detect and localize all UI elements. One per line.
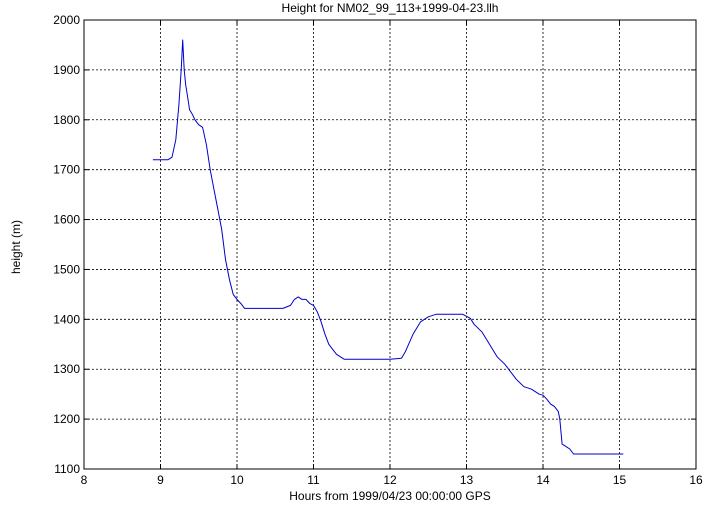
y-tick-label: 1400 [53, 312, 80, 326]
y-axis-label: height (m) [9, 220, 23, 274]
y-tick-label: 1500 [53, 262, 80, 276]
x-tick-label: 14 [536, 473, 550, 487]
x-tick-label: 15 [613, 473, 627, 487]
grid-lines [84, 20, 696, 469]
x-tick-label: 13 [460, 473, 474, 487]
y-tick-label: 2000 [53, 13, 80, 27]
y-tick-label: 1800 [53, 113, 80, 127]
y-tick-labels: 1100 1200 1300 1400 1500 1600 1700 1800 1900 2000 [53, 13, 80, 476]
x-tick-labels: 8 9 10 11 12 13 14 15 16 [81, 473, 703, 487]
x-tick-label: 16 [689, 473, 703, 487]
y-tick-label: 1200 [53, 412, 80, 426]
y-tick-label: 1700 [53, 163, 80, 177]
y-tick-label: 1600 [53, 213, 80, 227]
x-tick-label: 9 [157, 473, 164, 487]
x-tick-label: 8 [81, 473, 88, 487]
height-series-line [152, 39, 624, 455]
plot-frame [83, 19, 697, 470]
y-tick-label: 1900 [53, 63, 80, 77]
series-layer [152, 39, 624, 455]
y-tick-label: 1300 [53, 362, 80, 376]
chart-title: Height for NM02_99_113+1999-04-23.llh [282, 1, 499, 15]
x-tick-label: 12 [383, 473, 397, 487]
x-axis-label: Hours from 1999/04/23 00:00:00 GPS [289, 489, 490, 503]
x-tick-label: 10 [230, 473, 244, 487]
y-tick-label: 1100 [54, 462, 80, 476]
x-tick-label: 11 [307, 473, 320, 487]
